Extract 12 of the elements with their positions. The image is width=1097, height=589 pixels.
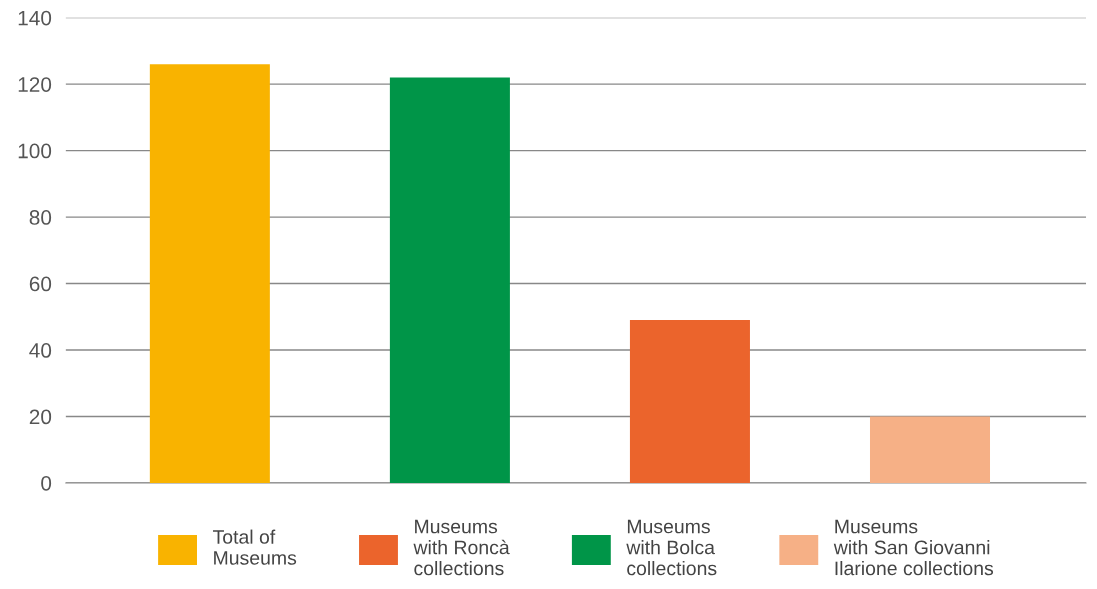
legend-label: Museums with Bolca collections xyxy=(626,519,717,576)
y-tick-label: 140 xyxy=(18,10,52,26)
y-tick-label: 100 xyxy=(18,143,52,159)
y-tick-label: 0 xyxy=(41,475,52,491)
y-tick-label: 20 xyxy=(29,409,52,425)
y-tick-label: 80 xyxy=(29,210,52,225)
y-tick-label: 120 xyxy=(18,77,52,92)
legend-label: Museums with San Giovanni Ilarione collections xyxy=(833,519,994,576)
y-tick-label: 40 xyxy=(29,343,52,358)
y-tick-label: 60 xyxy=(29,276,52,292)
legend-label: Museums with Roncà collections xyxy=(413,519,510,576)
legend-label: Total of Museums xyxy=(212,529,297,565)
